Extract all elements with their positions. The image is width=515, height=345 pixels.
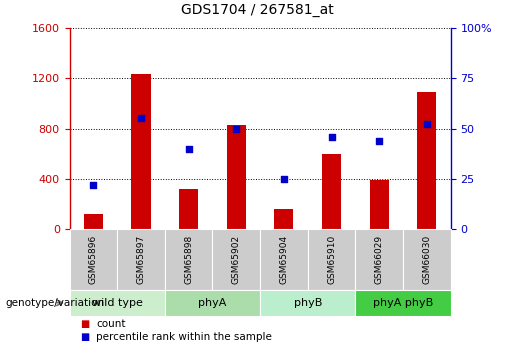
Text: ■: ■: [80, 319, 89, 329]
Text: phyB: phyB: [294, 298, 322, 308]
Text: ■: ■: [80, 332, 89, 342]
Bar: [274, 209, 294, 229]
Point: [423, 122, 431, 127]
Bar: [227, 125, 246, 229]
Text: GSM65904: GSM65904: [280, 235, 288, 284]
Bar: [417, 92, 436, 229]
Bar: [131, 74, 150, 229]
Text: count: count: [96, 319, 126, 329]
Point: [328, 134, 336, 139]
Text: GSM66030: GSM66030: [422, 235, 431, 284]
Point: [280, 176, 288, 182]
Bar: [84, 214, 103, 229]
Text: GSM65898: GSM65898: [184, 235, 193, 284]
Bar: [370, 180, 389, 229]
Text: GSM65897: GSM65897: [136, 235, 145, 284]
Text: GSM65896: GSM65896: [89, 235, 98, 284]
Point: [184, 146, 193, 151]
Text: wild type: wild type: [92, 298, 143, 308]
Point: [89, 182, 97, 188]
Text: phyA: phyA: [198, 298, 227, 308]
Bar: [179, 189, 198, 229]
Text: GDS1704 / 267581_at: GDS1704 / 267581_at: [181, 3, 334, 17]
Point: [137, 116, 145, 121]
Text: GSM65910: GSM65910: [327, 235, 336, 284]
Text: phyA phyB: phyA phyB: [373, 298, 433, 308]
Text: GSM66029: GSM66029: [375, 235, 384, 284]
Bar: [322, 154, 341, 229]
Text: genotype/variation: genotype/variation: [5, 298, 104, 308]
Point: [375, 138, 383, 144]
Text: GSM65902: GSM65902: [232, 235, 241, 284]
Text: percentile rank within the sample: percentile rank within the sample: [96, 332, 272, 342]
Point: [232, 126, 241, 131]
